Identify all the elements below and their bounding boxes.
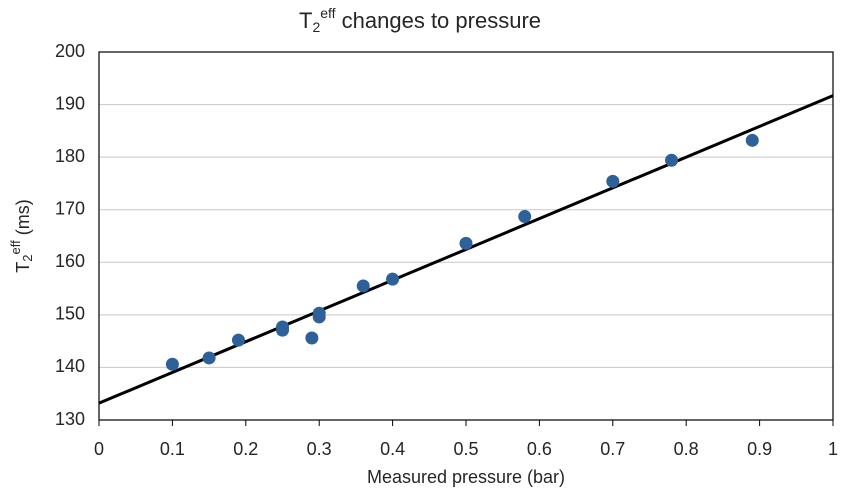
x-tick-label: 0.5 [453, 439, 478, 459]
y-tick-label: 170 [55, 198, 85, 218]
point [459, 236, 473, 250]
title-sup: eff [320, 5, 335, 21]
x-tick-label: 0.7 [600, 439, 625, 459]
x-tick-label: 1 [828, 439, 838, 459]
point [202, 351, 216, 365]
point [305, 331, 319, 345]
point [356, 279, 370, 293]
chart-title: T2eff changes to pressure [299, 5, 541, 35]
point [276, 323, 289, 337]
y-tick-label: 130 [55, 409, 85, 429]
y-tick-label: 200 [55, 41, 85, 61]
x-tick-label: 0.2 [233, 439, 258, 459]
point [665, 153, 679, 167]
title-rest: changes to pressure [336, 8, 541, 33]
x-tick-label: 0.1 [160, 439, 185, 459]
point [745, 133, 759, 147]
x-tick-label: 0 [94, 439, 104, 459]
x-tick-label: 0.3 [307, 439, 332, 459]
point [312, 310, 326, 324]
title-base: T [299, 8, 312, 33]
y-label-sub: 2 [20, 254, 35, 261]
x-tick-label: 0.9 [747, 439, 772, 459]
y-tick-label: 140 [55, 356, 85, 376]
point [518, 210, 532, 224]
y-tick-label: 180 [55, 146, 85, 166]
y-label-base: T [13, 262, 33, 273]
point [231, 333, 245, 347]
x-tick-label: 0.8 [674, 439, 699, 459]
y-axis-label: T2eff (ms) [8, 199, 35, 272]
plot-border [98, 51, 834, 421]
x-tick-label: 0.4 [380, 439, 405, 459]
point [165, 357, 179, 371]
y-tick-label: 150 [55, 304, 85, 324]
y-label-rest: (ms) [13, 199, 33, 240]
point [606, 174, 620, 188]
x-axis-label: Measured pressure (bar) [367, 467, 565, 487]
y-tick-label: 160 [55, 251, 85, 271]
y-tick-label: 190 [55, 93, 85, 113]
x-tick-label: 0.6 [527, 439, 552, 459]
point [386, 272, 400, 286]
y-label-sup: eff [8, 240, 23, 255]
title-sub: 2 [312, 19, 320, 35]
